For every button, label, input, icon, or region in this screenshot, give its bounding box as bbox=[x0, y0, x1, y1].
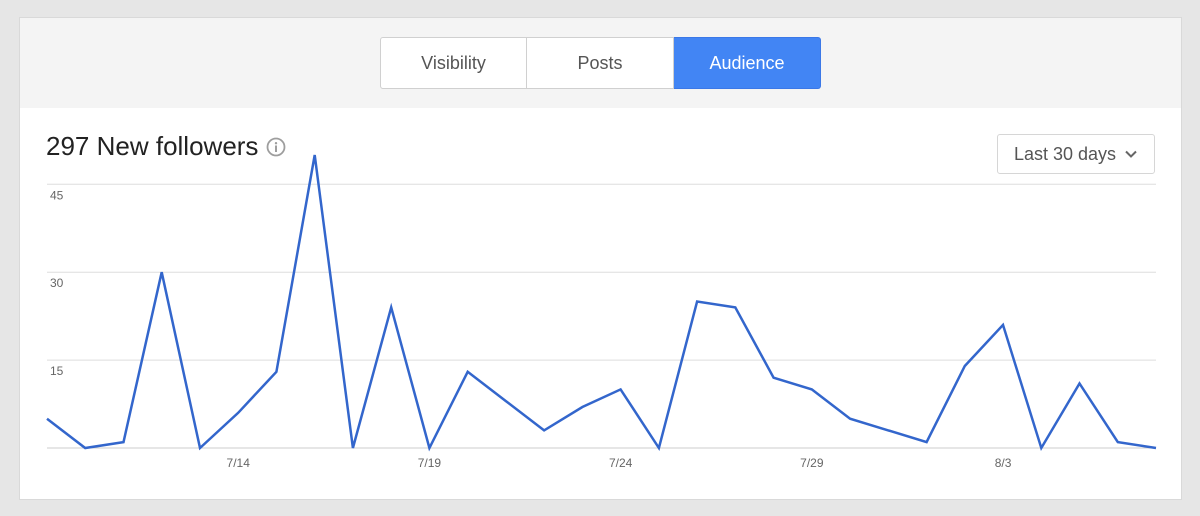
data-point bbox=[619, 387, 623, 391]
x-tick-label: 7/14 bbox=[227, 456, 251, 470]
date-range-label: Last 30 days bbox=[1013, 143, 1117, 164]
data-point bbox=[848, 417, 852, 421]
tab-visibility[interactable]: Visibility bbox=[380, 37, 527, 89]
data-point bbox=[733, 305, 737, 309]
data-point bbox=[45, 417, 49, 421]
data-point bbox=[504, 399, 508, 403]
y-tick-label: 30 bbox=[50, 276, 64, 290]
x-tick-label: 7/19 bbox=[418, 456, 442, 470]
chevron-down-icon bbox=[1125, 150, 1137, 158]
data-point bbox=[389, 305, 393, 309]
data-point bbox=[160, 270, 164, 274]
data-point bbox=[772, 376, 776, 380]
data-point bbox=[121, 440, 125, 444]
data-point bbox=[236, 411, 240, 415]
data-point bbox=[1116, 440, 1120, 444]
data-point bbox=[657, 446, 661, 450]
data-point bbox=[1039, 446, 1043, 450]
y-tick-label: 15 bbox=[50, 364, 64, 378]
data-point bbox=[1078, 382, 1082, 386]
tab-bar: Visibility Posts Audience bbox=[20, 18, 1181, 108]
data-point bbox=[274, 370, 278, 374]
data-point bbox=[925, 440, 929, 444]
data-point bbox=[466, 370, 470, 374]
y-tick-label: 45 bbox=[50, 188, 64, 202]
data-point bbox=[198, 446, 202, 450]
x-tick-label: 7/29 bbox=[800, 456, 824, 470]
date-range-dropdown[interactable]: Last 30 days bbox=[997, 134, 1155, 174]
headline-row: 297 New followers bbox=[46, 131, 286, 162]
x-tick-label: 7/24 bbox=[609, 456, 633, 470]
data-point bbox=[427, 446, 431, 450]
x-tick-label: 8/3 bbox=[995, 456, 1012, 470]
data-point bbox=[1001, 323, 1005, 327]
tab-group: Visibility Posts Audience bbox=[380, 37, 821, 89]
data-point bbox=[542, 428, 546, 432]
info-icon[interactable] bbox=[266, 137, 286, 157]
followers-headline: 297 New followers bbox=[46, 131, 259, 161]
data-point bbox=[580, 405, 584, 409]
data-point bbox=[313, 153, 317, 157]
insights-card: Visibility Posts Audience 297 New follow… bbox=[19, 17, 1182, 500]
tab-posts[interactable]: Posts bbox=[527, 37, 674, 89]
data-point bbox=[83, 446, 87, 450]
data-point bbox=[351, 446, 355, 450]
followers-series-line bbox=[46, 154, 1157, 452]
data-point bbox=[695, 300, 699, 304]
followers-line-chart: 15 30 45 7/14 7/19 7/24 7/29 8/3 bbox=[45, 153, 1158, 470]
tab-audience[interactable]: Audience bbox=[674, 37, 821, 89]
data-point bbox=[810, 387, 814, 391]
data-point bbox=[1154, 446, 1158, 450]
data-point bbox=[886, 428, 890, 432]
data-point bbox=[963, 364, 967, 368]
